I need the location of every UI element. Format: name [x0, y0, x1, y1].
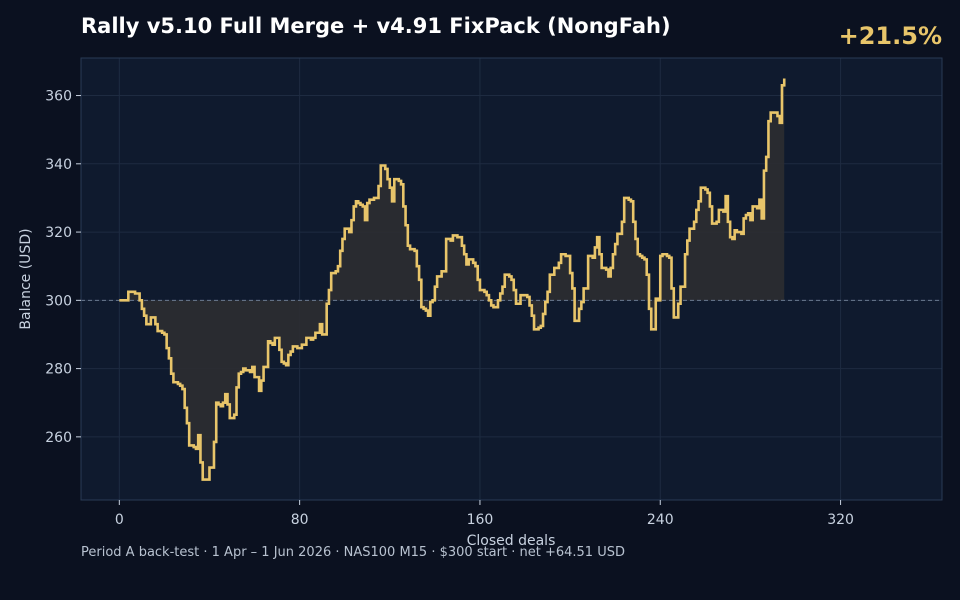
- x-axis: 0 80 160 240 320: [115, 500, 854, 528]
- return-badge: +21.5%: [838, 22, 942, 50]
- x-tick-label: 240: [647, 512, 674, 528]
- y-tick-label: 360: [45, 89, 72, 105]
- x-axis-label: Closed deals: [467, 533, 556, 549]
- y-tick-label: 320: [45, 225, 72, 241]
- y-axis-label: Balance (USD): [18, 228, 34, 329]
- y-axis: 260 280 300 320 340 360: [45, 89, 81, 446]
- y-tick-label: 300: [45, 293, 72, 309]
- chart-title: Rally v5.10 Full Merge + v4.91 FixPack (…: [81, 14, 671, 38]
- y-tick-label: 340: [45, 157, 72, 173]
- equity-fill-area: [119, 78, 785, 480]
- x-tick-label: 80: [291, 512, 309, 528]
- x-tick-label: 0: [115, 512, 124, 528]
- x-tick-label: 160: [467, 512, 494, 528]
- y-tick-label: 280: [45, 362, 72, 378]
- x-tick-label: 320: [827, 512, 854, 528]
- plot-frame: [80, 57, 943, 501]
- footer-caption: Period A back-test · 1 Apr – 1 Jun 2026 …: [81, 545, 625, 560]
- y-tick-label: 260: [45, 430, 72, 446]
- series-line: [119, 78, 786, 481]
